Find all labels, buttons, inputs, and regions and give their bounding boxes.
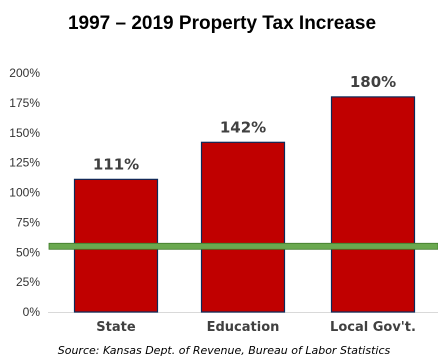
data-label: 180% [350, 73, 396, 91]
chart-title: 1997 – 2019 Property Tax Increase [68, 13, 376, 34]
x-axis: State Education Local Gov't. [96, 320, 416, 335]
y-tick-label: 25% [16, 275, 40, 289]
bars [73, 96, 416, 313]
y-tick-label: 125% [9, 156, 40, 170]
reference-line [48, 242, 438, 250]
y-tick-label: 100% [9, 186, 40, 200]
source-note: Source: Kansas Dept. of Revenue, Bureau … [58, 344, 391, 357]
y-tick-label: 175% [9, 96, 40, 110]
y-tick-label: 0% [23, 305, 41, 319]
y-tick-label: 200% [9, 66, 40, 80]
x-tick-label: State [96, 320, 136, 335]
y-axis: 0% 25% 50% 75% 100% 125% 150% 175% 200% [9, 66, 40, 319]
bar [330, 96, 416, 313]
data-labels: 111% 142% 180% [93, 73, 396, 173]
data-label: 111% [93, 155, 139, 173]
bar [200, 141, 286, 313]
x-tick-label: Local Gov't. [330, 320, 416, 335]
y-tick-label: 75% [16, 215, 40, 229]
x-tick-label: Education [207, 320, 280, 335]
y-tick-label: 150% [9, 126, 40, 140]
y-tick-label: 50% [16, 245, 40, 259]
reference-line-group [48, 242, 438, 250]
data-label: 142% [220, 118, 266, 136]
